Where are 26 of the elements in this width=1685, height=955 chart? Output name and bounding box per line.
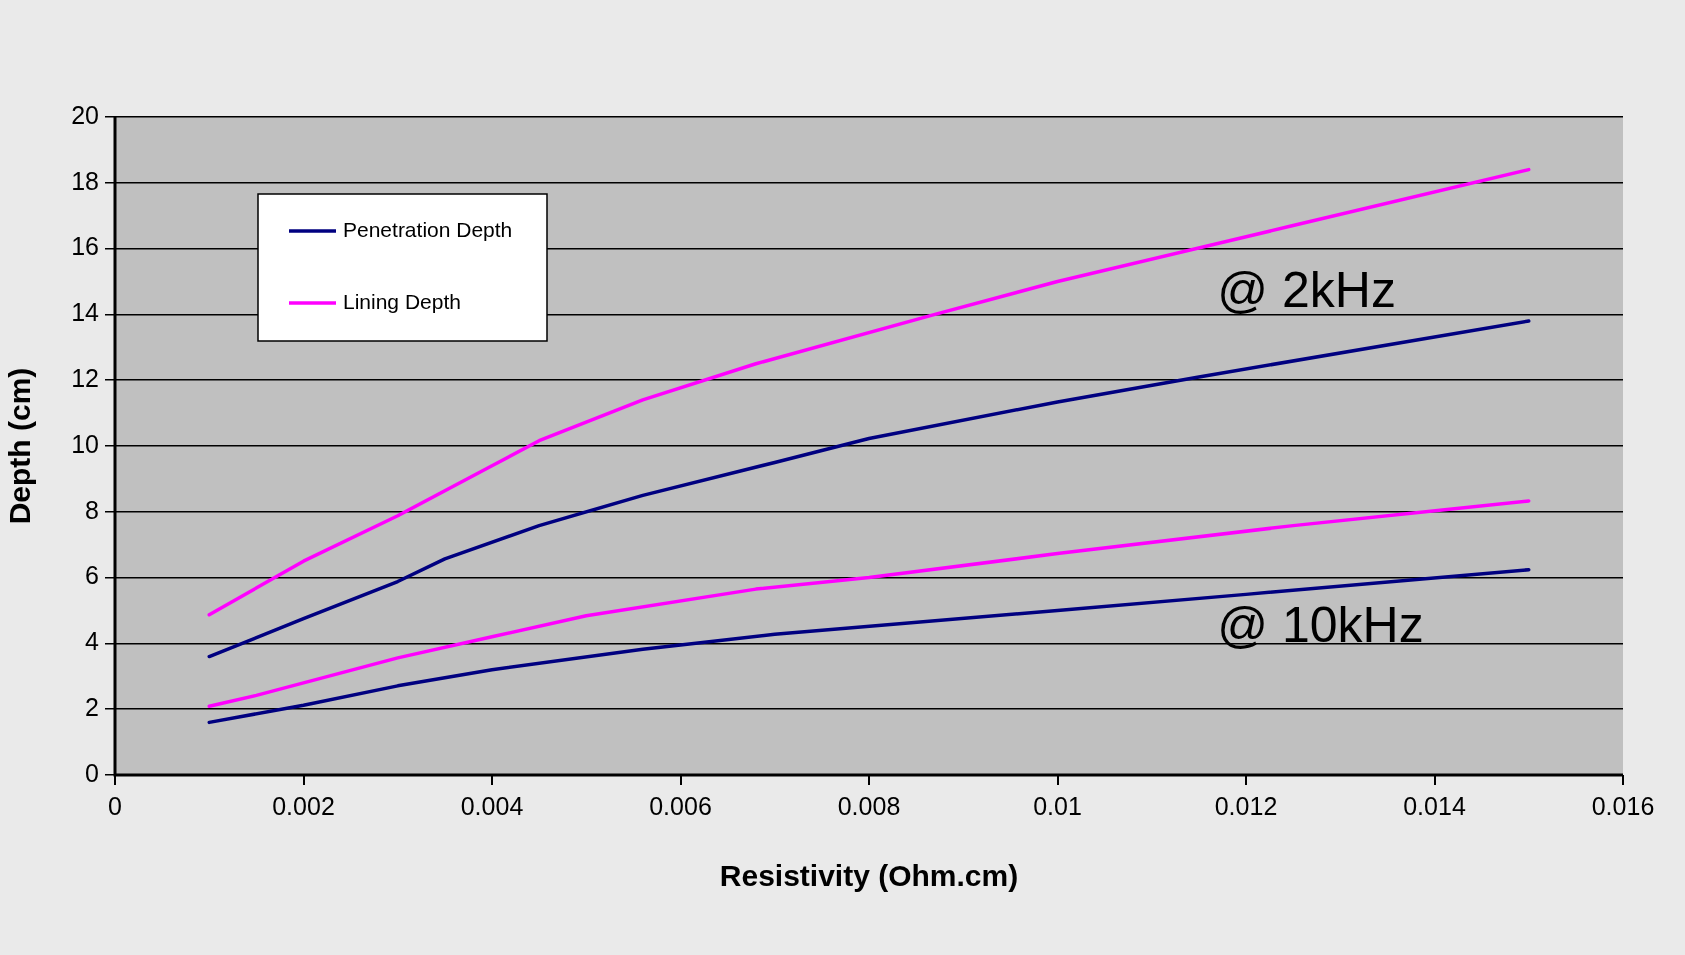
y-tick-label: 16 — [71, 232, 99, 261]
annotation: @ 10kHz — [1217, 597, 1424, 654]
legend-label: Penetration Depth — [343, 217, 513, 241]
x-tick-label: 0.008 — [837, 791, 901, 820]
x-axis-title: Resistivity (Ohm.cm) — [719, 859, 1019, 893]
y-tick-label: 10 — [71, 429, 99, 458]
y-tick-label: 14 — [71, 298, 100, 327]
y-tick-label: 4 — [85, 627, 100, 656]
x-tick-label: 0.012 — [1214, 791, 1278, 820]
y-tick-label: 6 — [85, 561, 99, 590]
y-tick-label: 12 — [71, 364, 99, 393]
x-tick-label: 0.004 — [460, 791, 524, 820]
y-tick-label: 2 — [85, 693, 99, 722]
y-axis-title: Depth (cm) — [3, 367, 37, 525]
x-tick-label: 0.016 — [1591, 791, 1655, 820]
y-tick-label: 0 — [85, 758, 99, 787]
legend-label: Lining Depth — [343, 289, 461, 313]
x-tick-label: 0 — [108, 791, 122, 820]
x-tick-label: 0.01 — [1033, 791, 1082, 820]
y-tick-label: 20 — [71, 100, 99, 129]
x-tick-label: 0.002 — [272, 791, 335, 820]
y-tick-label: 8 — [85, 495, 99, 524]
x-tick-label: 0.014 — [1403, 791, 1466, 820]
x-tick-label: 0.006 — [649, 791, 712, 820]
annotation: @ 2kHz — [1217, 262, 1396, 319]
y-tick-label: 18 — [71, 166, 99, 195]
